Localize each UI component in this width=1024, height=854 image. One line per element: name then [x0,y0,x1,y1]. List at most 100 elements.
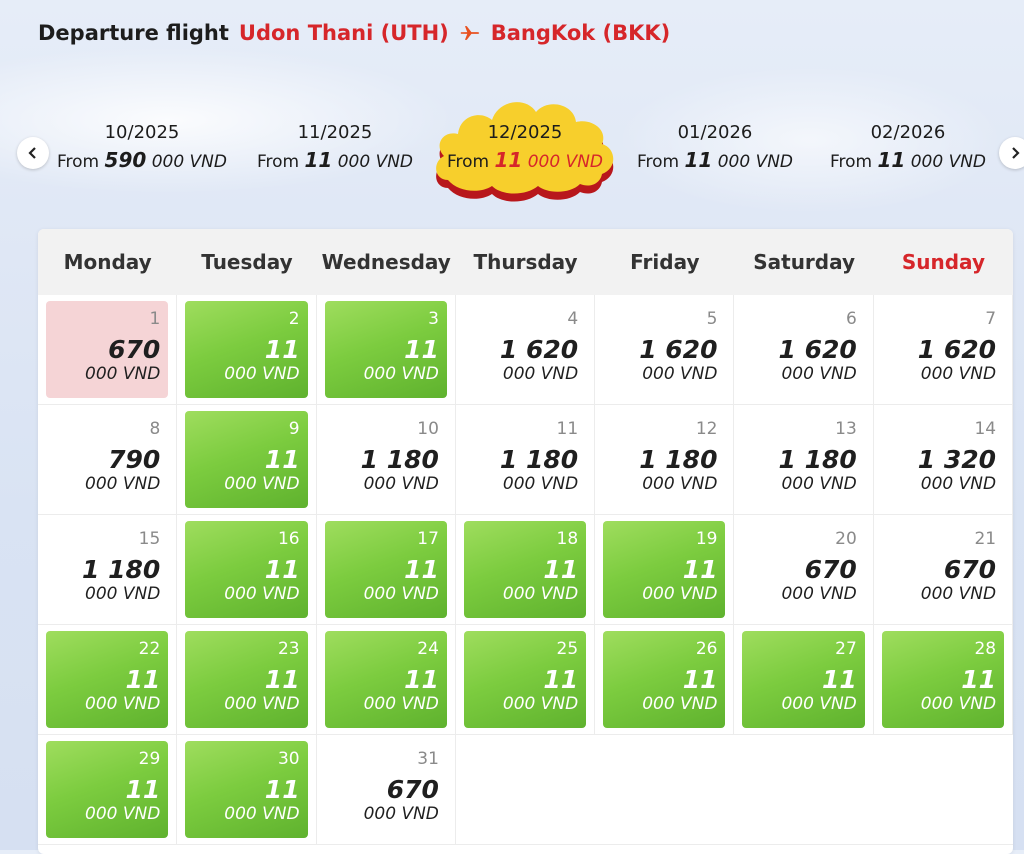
day-fare-button[interactable]: 30 11 000 VND [185,741,308,838]
day-number: 1 [149,309,161,329]
month-label: 12/2025 [487,122,563,143]
day-fare-button[interactable]: 15 1 180 000 VND [46,521,168,618]
day-cell: 23 11 000 VND [177,625,317,735]
fare-price: 670 [386,775,439,804]
day-fare-button[interactable]: 9 11 000 VND [185,411,308,508]
fare-unit: 000 VND [920,584,997,604]
day-fare-button[interactable]: 4 1 620 000 VND [464,301,586,398]
day-fare-button[interactable]: 29 11 000 VND [46,741,169,838]
day-fare-button[interactable]: 18 11 000 VND [463,521,587,618]
day-fare-button[interactable]: 25 11 000 VND [463,631,587,728]
day-cell: 5 1 620 000 VND [595,295,735,405]
fare-price: 1 180 [778,445,857,474]
fare-price: 11 [264,775,300,804]
day-fare-button[interactable]: 7 1 620 000 VND [882,301,1004,398]
day-number: 31 [417,749,439,769]
day-fare-button[interactable]: 8 790 000 VND [46,411,168,508]
month-tab-dec-2025[interactable]: 12/2025 From 11 000 VND [430,122,620,172]
day-fare-button[interactable]: 22 11 000 VND [46,631,169,728]
day-number: 17 [417,529,439,549]
price-value: 11 [304,148,333,172]
price-unit: 000 VND [151,152,227,172]
day-fare-button[interactable]: 12 1 180 000 VND [603,411,725,508]
day-fare-button[interactable]: 13 1 180 000 VND [742,411,864,508]
fare-price: 11 [961,665,997,694]
fare-price: 11 [264,555,300,584]
day-fare-button[interactable]: 19 11 000 VND [603,521,726,618]
day-fare-button[interactable]: 16 11 000 VND [185,521,308,618]
flight-header: Departure flight Udon Thani (UTH) BangKo… [38,18,670,48]
day-fare-button[interactable]: 17 11 000 VND [324,521,447,618]
month-price: From 11 000 VND [430,148,620,172]
day-cell: 14 1 320 000 VND [873,405,1013,515]
airplane-icon [460,26,479,40]
day-number: 24 [417,639,439,659]
empty-cell [873,735,1013,845]
day-fare-button[interactable]: 26 11 000 VND [603,631,726,728]
day-cell: 6 1 620 000 VND [734,295,874,405]
day-fare-button[interactable]: 27 11 000 VND [742,631,865,728]
day-cell: 16 11 000 VND [177,515,317,625]
fare-unit: 000 VND [781,474,857,494]
day-cell: 24 11 000 VND [316,625,456,735]
empty-cell [734,735,874,845]
day-cell: 3 11 000 VND [316,295,456,405]
day-number: 18 [556,529,579,549]
day-cell: 13 1 180 000 VND [734,405,874,515]
day-number: 27 [835,639,857,659]
fare-unit: 000 VND [781,694,857,714]
day-number: 19 [695,529,718,549]
day-fare-button[interactable]: 1 670 000 VND [46,301,169,398]
price-unit: 000 VND [527,152,604,172]
day-fare-button[interactable]: 5 1 620 000 VND [603,301,725,398]
fare-unit: 000 VND [85,694,161,714]
price-prefix: From [829,152,873,172]
day-number: 4 [567,309,579,329]
fare-price: 1 180 [360,445,439,474]
day-fare-button[interactable]: 11 1 180 000 VND [464,411,586,508]
day-fare-button[interactable]: 28 11 000 VND [881,631,1005,728]
fare-unit: 000 VND [85,474,161,494]
selected-month-cloud [436,102,614,202]
day-cell: 31 670 000 VND [316,735,456,845]
day-fare-button[interactable]: 10 1 180 000 VND [325,411,447,508]
day-fare-button[interactable]: 24 11 000 VND [324,631,447,728]
fare-price: 11 [543,665,579,694]
day-cell: 12 1 180 000 VND [595,405,735,515]
day-fare-button[interactable]: 3 11 000 VND [324,301,447,398]
day-number: 21 [974,529,997,549]
day-fare-button[interactable]: 20 670 000 VND [742,521,864,618]
fare-price: 11 [543,555,579,584]
month-tab-nov-2025[interactable]: 11/2025 From 11 000 VND [240,122,430,172]
day-number: 25 [556,639,579,659]
fare-unit: 000 VND [920,364,997,384]
fare-price: 1 620 [499,335,579,364]
day-number: 22 [138,639,161,659]
fare-unit: 000 VND [920,474,997,494]
month-tab-oct-2025[interactable]: 10/2025 From 590 000 VND [47,122,237,172]
next-month-button[interactable] [999,137,1024,169]
day-fare-button[interactable]: 21 670 000 VND [882,521,1004,618]
fare-price: 670 [943,555,997,584]
fare-unit: 000 VND [642,694,718,714]
fare-unit: 000 VND [224,804,300,824]
fare-price: 11 [264,445,300,474]
month-tab-jan-2026[interactable]: 01/2026 From 11 000 VND [620,122,810,172]
day-fare-button[interactable]: 23 11 000 VND [185,631,308,728]
fare-unit: 000 VND [363,364,439,384]
month-tab-feb-2026[interactable]: 02/2026 From 11 000 VND [813,122,1003,172]
fare-price: 11 [821,665,857,694]
day-number: 3 [428,309,439,329]
day-fare-button[interactable]: 31 670 000 VND [325,741,447,838]
day-fare-button[interactable]: 2 11 000 VND [185,301,308,398]
day-number: 26 [695,639,718,659]
fare-unit: 000 VND [781,364,857,384]
previous-month-button[interactable] [17,137,49,169]
day-fare-button[interactable]: 6 1 620 000 VND [742,301,864,398]
day-cell: 11 1 180 000 VND [455,405,596,515]
price-unit: 000 VND [717,152,794,172]
price-prefix: From [446,152,490,172]
day-fare-button[interactable]: 14 1 320 000 VND [882,411,1004,508]
fare-price: 11 [682,555,718,584]
day-cell: 28 11 000 VND [873,625,1013,735]
